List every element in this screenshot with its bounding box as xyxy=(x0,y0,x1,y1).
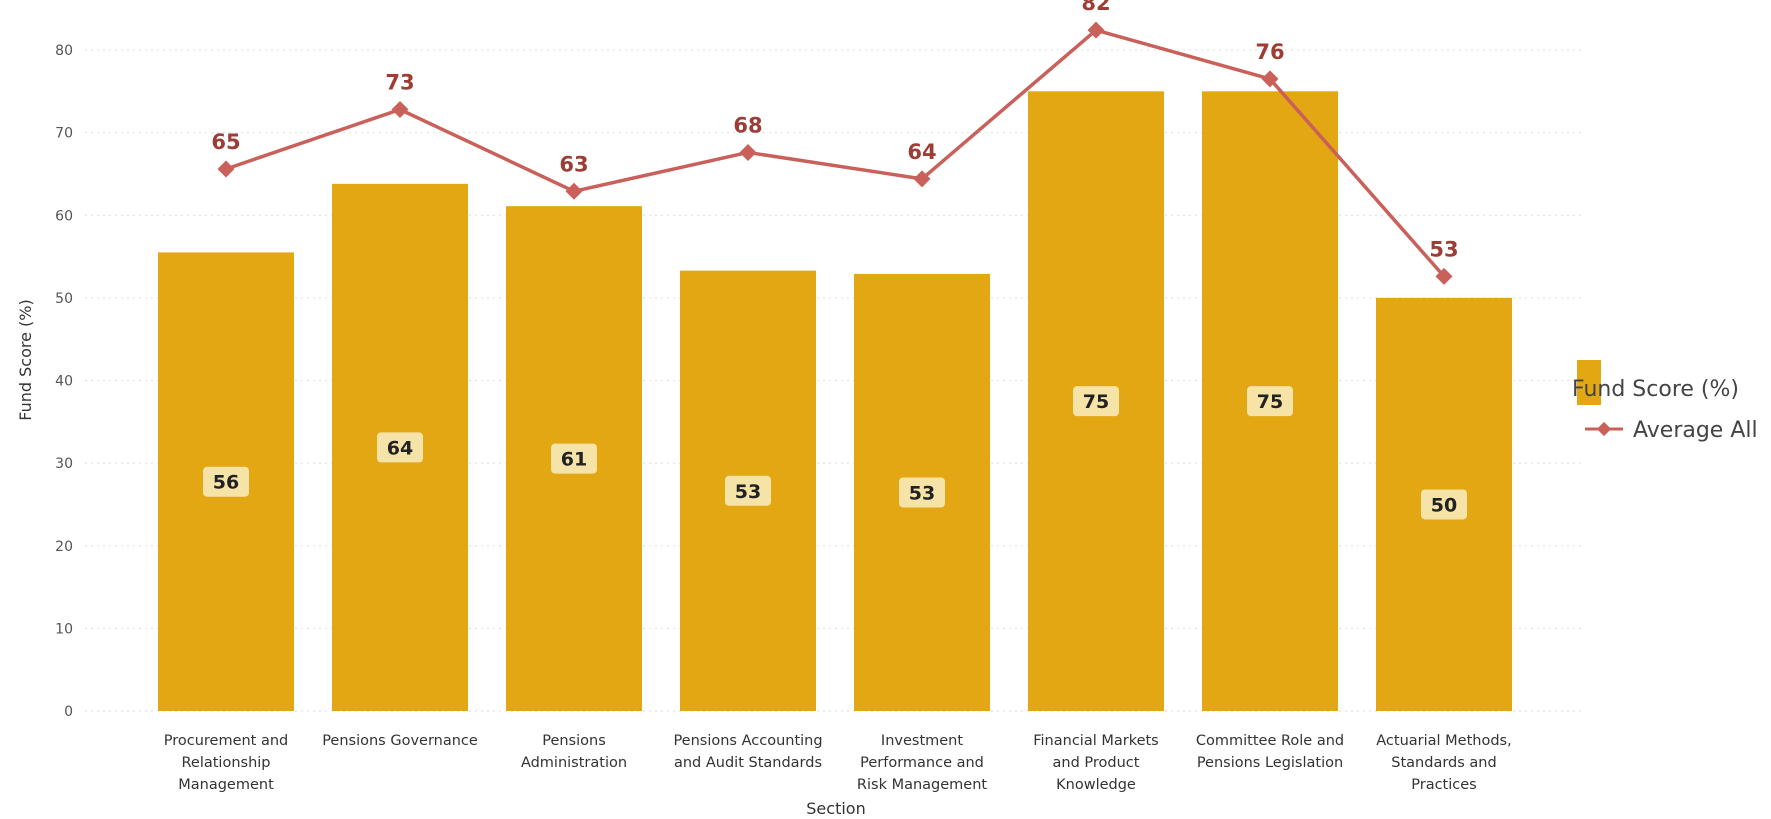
bar-data-label: 53 xyxy=(735,481,761,503)
bar-series xyxy=(158,91,1512,712)
x-tick-label: and Product xyxy=(1053,755,1140,771)
y-tick-label: 40 xyxy=(55,374,73,390)
x-tick-label: Actuarial Methods, xyxy=(1376,733,1511,749)
legend-bar-label: Fund Score (%) xyxy=(1572,377,1739,402)
legend-line-label: Average All xyxy=(1633,418,1758,443)
y-axis-title: Fund Score (%) xyxy=(16,299,35,420)
x-tick-label: Management xyxy=(178,777,274,793)
bar-label-box xyxy=(377,432,423,463)
bar-label-box xyxy=(1247,386,1293,417)
y-tick-label: 0 xyxy=(64,704,73,720)
bar-data-label: 56 xyxy=(213,472,239,494)
legend: Fund Score (%) Average All xyxy=(1572,360,1758,443)
line-data-label: 73 xyxy=(385,70,414,94)
line-data-label: 53 xyxy=(1429,237,1458,261)
line-data-label: 68 xyxy=(733,113,762,137)
y-tick-label: 80 xyxy=(55,43,73,59)
bar-data-label: 75 xyxy=(1257,391,1283,413)
bar-label-box xyxy=(551,443,597,474)
bar-data-label: 61 xyxy=(561,449,587,471)
bar-label-box xyxy=(899,477,945,508)
x-tick-label: Administration xyxy=(521,755,627,771)
x-tick-label: and Audit Standards xyxy=(674,755,822,771)
line-data-label: 65 xyxy=(211,130,240,154)
bar-data-label: 75 xyxy=(1083,391,1109,413)
y-tick-label: 70 xyxy=(55,126,73,142)
x-tick-label: Relationship xyxy=(181,755,270,771)
x-tick-label: Risk Management xyxy=(857,777,987,793)
line-marker xyxy=(217,160,235,178)
y-tick-label: 50 xyxy=(55,291,73,307)
line-data-labels: 65 73 63 68 64 82 76 53 xyxy=(211,0,1458,261)
bar-label-box xyxy=(1073,386,1119,417)
x-tick-label: Committee Role and xyxy=(1196,733,1344,749)
line-data-label: 64 xyxy=(907,140,936,164)
y-tick-label: 30 xyxy=(55,456,73,472)
line-data-label: 63 xyxy=(559,152,588,176)
gridlines xyxy=(85,49,1585,712)
line-marker xyxy=(913,170,931,188)
x-tick-label: Practices xyxy=(1411,777,1476,793)
line-marker xyxy=(565,182,583,200)
line-path xyxy=(225,28,1446,278)
legend-bar-swatch xyxy=(1577,360,1601,405)
line-data-label: 82 xyxy=(1081,0,1110,15)
x-tick-label: Procurement and xyxy=(164,733,289,749)
bar-data-label: 53 xyxy=(909,482,935,504)
line-data-label: 76 xyxy=(1255,40,1284,64)
bar-label-box xyxy=(203,466,249,497)
bar-label-box xyxy=(1421,489,1467,520)
bar-data-labels: 56 64 61 53 53 75 75 50 xyxy=(203,386,1467,520)
x-axis-title: Section xyxy=(806,799,865,818)
bar-data-label: 50 xyxy=(1431,494,1457,516)
x-tick-label: Standards and xyxy=(1391,755,1496,771)
x-tick-label: Pensions Accounting xyxy=(673,733,822,749)
bar-data-label: 64 xyxy=(387,437,413,459)
line-marker xyxy=(739,143,757,161)
x-tick-label: Pensions Governance xyxy=(322,733,478,749)
x-axis-categories: Procurement and Relationship Management Pen… xyxy=(164,733,1512,793)
y-tick-label: 60 xyxy=(55,208,73,224)
x-tick-label: Knowledge xyxy=(1056,777,1136,793)
x-tick-label: Pensions xyxy=(542,733,606,749)
bar-label-box xyxy=(725,475,771,506)
x-tick-label: Financial Markets xyxy=(1033,733,1159,749)
line-marker xyxy=(391,101,409,118)
legend-line-marker xyxy=(1596,421,1612,437)
x-tick-label: Investment xyxy=(881,733,963,749)
x-tick-label: Pensions Legislation xyxy=(1197,755,1343,771)
y-axis-ticks: 0 10 20 30 40 50 60 70 80 xyxy=(55,43,73,720)
x-tick-label: Performance and xyxy=(860,755,984,771)
y-tick-label: 20 xyxy=(55,539,73,555)
y-tick-label: 10 xyxy=(55,621,73,637)
